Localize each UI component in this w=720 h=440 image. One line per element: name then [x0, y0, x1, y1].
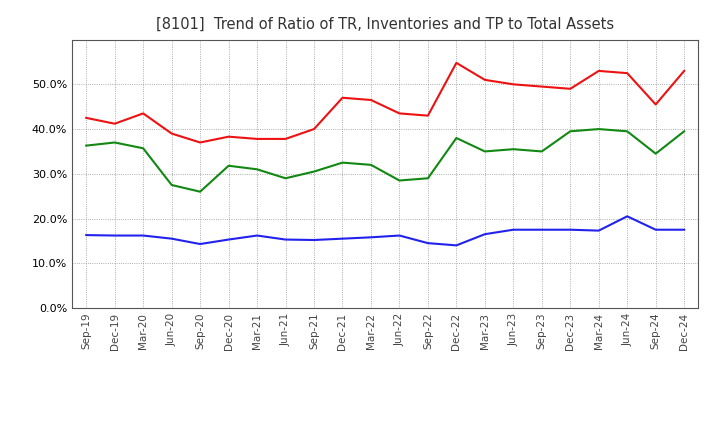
Trade Receivables — [509, 82, 518, 87]
Inventories — [395, 233, 404, 238]
Trade Payables — [595, 126, 603, 132]
Trade Payables — [196, 189, 204, 194]
Trade Payables — [423, 176, 432, 181]
Trade Receivables — [680, 68, 688, 73]
Trade Payables — [509, 147, 518, 152]
Trade Receivables — [338, 95, 347, 100]
Trade Payables — [680, 128, 688, 134]
Trade Receivables — [82, 115, 91, 121]
Trade Receivables — [452, 60, 461, 66]
Inventories — [480, 231, 489, 237]
Inventories — [82, 232, 91, 238]
Trade Payables — [110, 140, 119, 145]
Trade Payables — [253, 167, 261, 172]
Trade Receivables — [423, 113, 432, 118]
Trade Payables — [395, 178, 404, 183]
Trade Receivables — [566, 86, 575, 92]
Title: [8101]  Trend of Ratio of TR, Inventories and TP to Total Assets: [8101] Trend of Ratio of TR, Inventories… — [156, 16, 614, 32]
Trade Payables — [282, 176, 290, 181]
Inventories — [537, 227, 546, 232]
Trade Payables — [338, 160, 347, 165]
Inventories — [139, 233, 148, 238]
Inventories — [196, 242, 204, 247]
Trade Receivables — [225, 134, 233, 139]
Trade Receivables — [395, 111, 404, 116]
Inventories — [452, 243, 461, 248]
Trade Receivables — [282, 136, 290, 142]
Trade Receivables — [310, 126, 318, 132]
Trade Payables — [225, 163, 233, 169]
Trade Payables — [480, 149, 489, 154]
Inventories — [566, 227, 575, 232]
Trade Receivables — [167, 131, 176, 136]
Inventories — [366, 235, 375, 240]
Trade Receivables — [139, 111, 148, 116]
Trade Payables — [566, 128, 575, 134]
Inventories — [167, 236, 176, 241]
Inventories — [595, 228, 603, 233]
Line: Trade Receivables: Trade Receivables — [86, 63, 684, 143]
Trade Payables — [623, 128, 631, 134]
Trade Receivables — [196, 140, 204, 145]
Inventories — [338, 236, 347, 241]
Trade Receivables — [623, 70, 631, 76]
Trade Receivables — [366, 97, 375, 103]
Trade Payables — [310, 169, 318, 174]
Inventories — [225, 237, 233, 242]
Trade Payables — [82, 143, 91, 148]
Trade Receivables — [652, 102, 660, 107]
Trade Receivables — [110, 121, 119, 126]
Trade Receivables — [537, 84, 546, 89]
Inventories — [423, 241, 432, 246]
Trade Payables — [167, 182, 176, 187]
Trade Payables — [452, 136, 461, 141]
Inventories — [509, 227, 518, 232]
Line: Inventories: Inventories — [86, 216, 684, 246]
Trade Payables — [366, 162, 375, 168]
Inventories — [282, 237, 290, 242]
Trade Receivables — [595, 68, 603, 73]
Inventories — [310, 237, 318, 242]
Trade Receivables — [253, 136, 261, 142]
Trade Payables — [652, 151, 660, 156]
Trade Payables — [537, 149, 546, 154]
Inventories — [623, 214, 631, 219]
Inventories — [680, 227, 688, 232]
Line: Trade Payables: Trade Payables — [86, 129, 684, 192]
Inventories — [110, 233, 119, 238]
Trade Receivables — [480, 77, 489, 82]
Inventories — [253, 233, 261, 238]
Trade Payables — [139, 146, 148, 151]
Inventories — [652, 227, 660, 232]
